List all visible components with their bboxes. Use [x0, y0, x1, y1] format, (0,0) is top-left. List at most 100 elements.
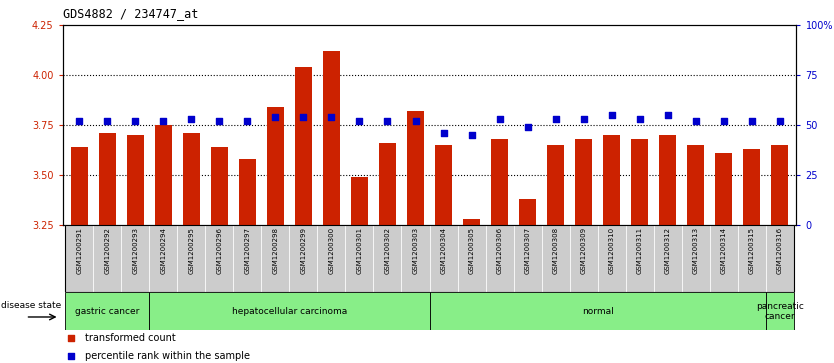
- Text: GSM1200304: GSM1200304: [440, 227, 446, 274]
- Bar: [267, 107, 284, 225]
- Bar: [463, 219, 480, 225]
- Point: [437, 130, 450, 136]
- Bar: [435, 145, 452, 225]
- Bar: [407, 111, 424, 225]
- Point: [577, 116, 590, 122]
- Point: [353, 118, 366, 124]
- Bar: [183, 133, 200, 225]
- Bar: [155, 125, 172, 225]
- Point: [661, 113, 674, 118]
- Bar: [430, 225, 458, 292]
- Bar: [345, 225, 374, 292]
- Point: [241, 118, 254, 124]
- Bar: [295, 68, 312, 225]
- Bar: [743, 149, 760, 225]
- Text: pancreatic
cancer: pancreatic cancer: [756, 302, 804, 321]
- Bar: [149, 292, 430, 330]
- Text: hepatocellular carcinoma: hepatocellular carcinoma: [232, 307, 347, 316]
- Text: GSM1200313: GSM1200313: [692, 227, 699, 274]
- Bar: [234, 225, 261, 292]
- Point: [549, 116, 562, 122]
- Bar: [318, 225, 345, 292]
- Text: GSM1200315: GSM1200315: [749, 227, 755, 274]
- Bar: [379, 143, 396, 225]
- Bar: [654, 225, 681, 292]
- Bar: [547, 145, 564, 225]
- Text: percentile rank within the sample: percentile rank within the sample: [85, 351, 250, 361]
- Bar: [127, 135, 143, 225]
- Point: [381, 118, 394, 124]
- Text: GSM1200307: GSM1200307: [525, 227, 530, 274]
- Bar: [631, 139, 648, 225]
- Bar: [687, 145, 704, 225]
- Bar: [178, 225, 205, 292]
- Point: [185, 116, 198, 122]
- Point: [605, 113, 618, 118]
- Text: GSM1200296: GSM1200296: [216, 227, 223, 274]
- Point: [717, 118, 731, 124]
- Bar: [289, 225, 318, 292]
- Bar: [239, 159, 256, 225]
- Text: GSM1200312: GSM1200312: [665, 227, 671, 274]
- Bar: [430, 292, 766, 330]
- Bar: [261, 225, 289, 292]
- Point: [64, 335, 78, 341]
- Text: GSM1200308: GSM1200308: [553, 227, 559, 274]
- Text: GSM1200293: GSM1200293: [133, 227, 138, 274]
- Bar: [149, 225, 178, 292]
- Text: GSM1200306: GSM1200306: [496, 227, 503, 274]
- Bar: [65, 225, 93, 292]
- Point: [101, 118, 114, 124]
- Text: GSM1200294: GSM1200294: [160, 227, 167, 274]
- Point: [73, 118, 86, 124]
- Bar: [99, 133, 116, 225]
- Bar: [570, 225, 598, 292]
- Bar: [351, 177, 368, 225]
- Bar: [716, 153, 732, 225]
- Bar: [766, 225, 794, 292]
- Bar: [211, 147, 228, 225]
- Bar: [541, 225, 570, 292]
- Bar: [514, 225, 541, 292]
- Text: GSM1200309: GSM1200309: [580, 227, 586, 274]
- Text: transformed count: transformed count: [85, 334, 176, 343]
- Point: [633, 116, 646, 122]
- Bar: [575, 139, 592, 225]
- Point: [493, 116, 506, 122]
- Bar: [458, 225, 485, 292]
- Text: GSM1200297: GSM1200297: [244, 227, 250, 274]
- Text: GSM1200291: GSM1200291: [77, 227, 83, 274]
- Point: [297, 114, 310, 120]
- Text: GSM1200303: GSM1200303: [413, 227, 419, 274]
- Bar: [659, 135, 676, 225]
- Point: [64, 353, 78, 359]
- Bar: [603, 135, 620, 225]
- Point: [521, 124, 535, 130]
- Bar: [766, 292, 794, 330]
- Bar: [122, 225, 149, 292]
- Point: [773, 118, 786, 124]
- Text: gastric cancer: gastric cancer: [75, 307, 139, 316]
- Bar: [93, 225, 122, 292]
- Text: GSM1200298: GSM1200298: [273, 227, 279, 274]
- Point: [689, 118, 702, 124]
- Bar: [401, 225, 430, 292]
- Bar: [519, 199, 536, 225]
- Bar: [65, 292, 149, 330]
- Text: GSM1200305: GSM1200305: [469, 227, 475, 274]
- Bar: [485, 225, 514, 292]
- Text: GSM1200295: GSM1200295: [188, 227, 194, 274]
- Bar: [681, 225, 710, 292]
- Text: GSM1200314: GSM1200314: [721, 227, 726, 274]
- Bar: [323, 51, 340, 225]
- Point: [213, 118, 226, 124]
- Bar: [771, 145, 788, 225]
- Point: [745, 118, 758, 124]
- Bar: [491, 139, 508, 225]
- Text: GSM1200302: GSM1200302: [384, 227, 390, 274]
- Point: [269, 114, 282, 120]
- Bar: [374, 225, 401, 292]
- Text: GSM1200311: GSM1200311: [636, 227, 643, 274]
- Bar: [626, 225, 654, 292]
- Point: [157, 118, 170, 124]
